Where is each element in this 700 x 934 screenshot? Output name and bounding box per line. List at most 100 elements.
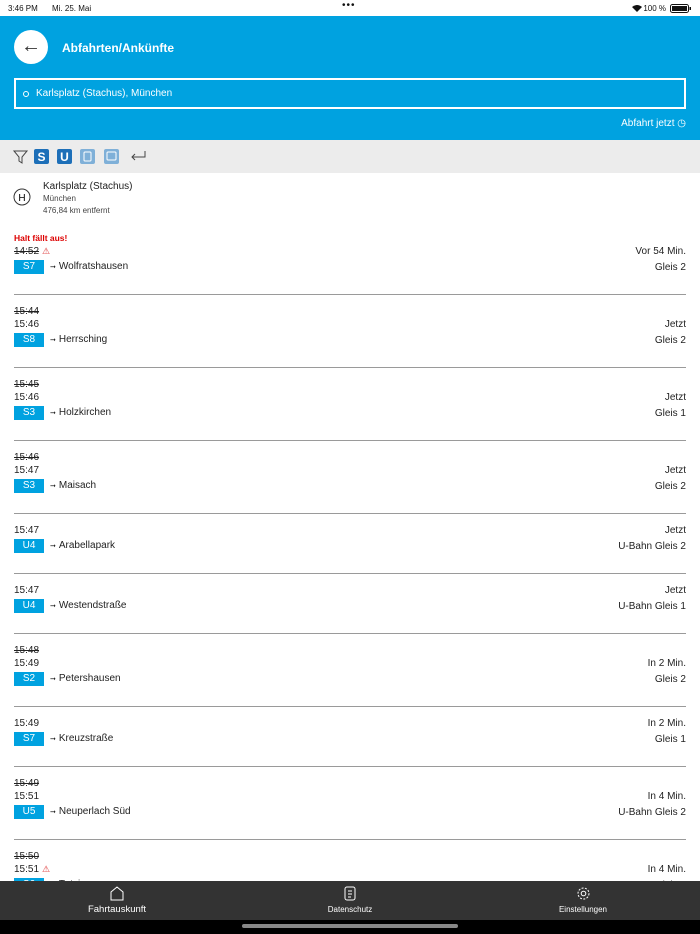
line-badge: S3 [14, 406, 44, 420]
stop-icon: H [13, 188, 31, 206]
departure-time-button[interactable]: Abfahrt jetzt ◷ [621, 118, 686, 129]
destination: Kreuzstraße [58, 733, 114, 744]
warning-icon: ⚠ [42, 864, 51, 874]
tab-label: Datenschutz [327, 905, 373, 914]
departure-time: 15:46 [14, 319, 40, 330]
arrow: ➞ [50, 603, 56, 610]
departure-time: Abfahrt jetzt [621, 118, 675, 129]
departure-list: Halt fällt aus! 14:52 ⚠ Vor 54 Min. S7 ➞ Wolfr… [0, 228, 700, 913]
bus-filter[interactable] [104, 149, 119, 164]
ubahn-filter[interactable]: U [57, 149, 72, 164]
station-city: München [43, 194, 76, 203]
return-icon[interactable] [131, 151, 146, 161]
search-field[interactable]: Karlsplatz (Stachus), München [14, 78, 686, 109]
line-info: U4 ➞ Westendstraße [14, 597, 618, 617]
time-line: 14:52 ⚠ [14, 245, 635, 258]
spacer [635, 232, 686, 245]
svg-text:U: U [60, 150, 69, 164]
departure-time: 14:52 [14, 246, 40, 257]
sbahn-filter[interactable]: S [34, 149, 49, 164]
planned-time: 15:46 [14, 452, 40, 463]
platform: Gleis 2 [654, 674, 686, 685]
time-line: 15:47 [14, 524, 618, 537]
line-badge: S7 [14, 732, 44, 746]
time-line: 15:51 ⚠ [14, 863, 648, 876]
line-info: S8 ➞ Herrsching [14, 331, 655, 351]
relative-time: In 2 Min. [647, 718, 686, 729]
line-badge: U4 [14, 539, 44, 553]
battery-icon [670, 4, 691, 13]
departure-time: 15:47 [14, 585, 40, 596]
station-name: Karlsplatz (Stachus) [43, 181, 133, 192]
destination: Holzkirchen [58, 407, 112, 418]
clock: 3:46 PM [8, 4, 38, 13]
planned-time: 15:44 [14, 306, 40, 317]
arrow: ➞ [50, 410, 56, 417]
departure-time: 15:47 [14, 465, 40, 476]
platform: Gleis 2 [654, 262, 686, 273]
spacer [655, 378, 686, 391]
relative-time: Jetzt [664, 525, 686, 536]
departure-time: 15:49 [14, 718, 40, 729]
departure-row[interactable]: 15:44 15:46 Jetzt S8 ➞ Herrsching Gleis 2 [14, 295, 686, 368]
filter-icon[interactable] [12, 150, 29, 164]
line-info: S7 ➞ Kreuzstraße [14, 730, 648, 750]
station-info: H Karlsplatz (Stachus) München 476,84 km… [0, 175, 700, 225]
platform: Gleis 2 [654, 335, 686, 346]
departure-time: 15:51 [14, 791, 40, 802]
departure-row[interactable]: 15:45 15:46 Jetzt S3 ➞ Holzkirchen Gleis 1 [14, 368, 686, 441]
cancel-note: Halt fällt aus! [14, 233, 68, 243]
back-button[interactable]: ← [14, 30, 48, 64]
relative-time: In 4 Min. [647, 864, 686, 875]
header: ← Abfahrten/Ankünfte Karlsplatz (Stachus… [0, 16, 700, 140]
line-info: S3 ➞ Maisach [14, 477, 655, 497]
arrow: ➞ [50, 543, 56, 550]
tab[interactable]: Fahrtauskunft [0, 881, 234, 920]
tab[interactable]: Einstellungen [466, 881, 700, 920]
tab-label: Fahrtauskunft [87, 904, 147, 915]
spacer [618, 777, 686, 790]
arrow: ➞ [50, 483, 56, 490]
line-badge: S8 [14, 333, 44, 347]
planned-time: 15:48 [14, 645, 40, 656]
planned-time: 15:49 [14, 778, 40, 789]
departure-row[interactable]: 15:47 Jetzt U4 ➞ Westendstraße U-Bahn Gleis 1 [14, 574, 686, 634]
departure-time: 15:47 [14, 525, 40, 536]
relative-time: Jetzt [664, 465, 686, 476]
home-area [0, 920, 700, 934]
departure-time: 15:51 [14, 864, 40, 875]
platform: U-Bahn Gleis 2 [618, 807, 686, 818]
time-line: 15:47 [14, 464, 655, 477]
line-info: S2 ➞ Petershausen [14, 670, 648, 690]
relative-time: In 2 Min. [647, 658, 686, 669]
relative-time: In 4 Min. [647, 791, 686, 802]
departure-row[interactable]: Halt fällt aus! 14:52 ⚠ Vor 54 Min. S7 ➞ Wolfr… [14, 228, 686, 295]
line-info: S7 ➞ Wolfratshausen [14, 258, 635, 278]
destination: Herrsching [58, 334, 108, 345]
departure-row[interactable]: 15:48 15:49 In 2 Min. S2 ➞ Petershausen Gleis … [14, 634, 686, 707]
destination: Maisach [58, 480, 97, 491]
spacer [655, 305, 686, 318]
warning-icon: ⚠ [42, 246, 51, 256]
tab[interactable]: Datenschutz [233, 881, 467, 920]
time-line: 15:47 [14, 584, 618, 597]
departure-time: 15:49 [14, 658, 40, 669]
relative-time: Jetzt [664, 392, 686, 403]
tram-filter[interactable] [80, 149, 95, 164]
line-info: U4 ➞ Arabellapark [14, 537, 618, 557]
destination: Petershausen [58, 673, 121, 684]
departure-row[interactable]: 15:46 15:47 Jetzt S3 ➞ Maisach Gleis 2 [14, 441, 686, 514]
destination: Neuperlach Süd [58, 806, 131, 817]
home-indicator [242, 924, 458, 928]
station-distance: 476,84 km entfernt [43, 206, 110, 215]
destination: Wolfratshausen [58, 261, 129, 272]
arrow: ➞ [50, 736, 56, 743]
departure-row[interactable]: 15:47 Jetzt U4 ➞ Arabellapark U-Bahn Gleis 2 [14, 514, 686, 574]
departure-row[interactable]: 15:49 15:51 In 4 Min. U5 ➞ Neuperlach Süd U-Ba… [14, 767, 686, 840]
relative-time: Jetzt [664, 319, 686, 330]
time-line: 15:49 [14, 657, 648, 670]
time-line: 15:46 [14, 391, 655, 404]
arrow: ➞ [50, 809, 56, 816]
line-info: S3 ➞ Holzkirchen [14, 404, 655, 424]
departure-row[interactable]: 15:49 In 2 Min. S7 ➞ Kreuzstraße Gleis 1 [14, 707, 686, 767]
